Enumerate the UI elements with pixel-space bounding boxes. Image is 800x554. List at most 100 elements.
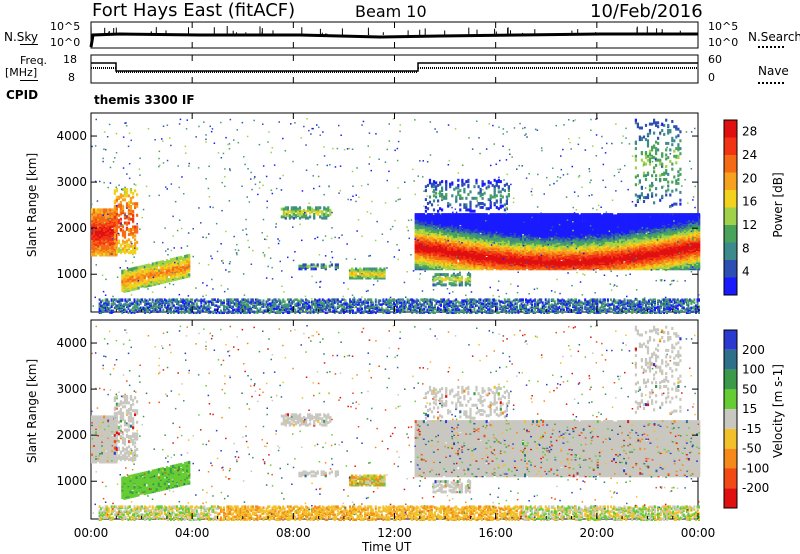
power-cell [554, 253, 556, 256]
power-cell [327, 209, 329, 212]
power-cell [421, 256, 423, 259]
power-cell [367, 268, 369, 271]
power-cell [504, 213, 506, 216]
power-cell [150, 276, 152, 279]
power-cell [124, 193, 126, 196]
power-cell [329, 209, 331, 212]
power-cell [319, 210, 321, 213]
power-cell [514, 242, 516, 245]
power-cell [520, 213, 522, 216]
power-cell [114, 189, 116, 192]
power-cell [565, 256, 567, 259]
power-cell [132, 232, 134, 235]
power-cell [524, 235, 526, 238]
power-cell [451, 213, 453, 216]
power-cell [129, 279, 131, 282]
power-cell [558, 216, 560, 219]
power-cell [124, 191, 126, 194]
power-cell [101, 229, 103, 232]
power-cell [172, 258, 174, 261]
power-cell [299, 217, 301, 220]
power-cell [494, 262, 496, 265]
power-cell [103, 252, 105, 255]
power-cell [482, 216, 484, 219]
power-cell [97, 234, 99, 237]
power-cell [415, 213, 417, 216]
power-cell [118, 250, 120, 253]
power-cell [321, 210, 323, 213]
power-cell [134, 279, 136, 282]
power-cell [113, 252, 115, 255]
power-cell [130, 245, 132, 248]
power-cell [319, 215, 321, 218]
power-cell [180, 269, 182, 272]
power-cell [118, 204, 120, 207]
power-cell [118, 219, 120, 222]
power-cell [327, 214, 329, 217]
power-cell [132, 196, 134, 199]
power-cell [459, 226, 461, 229]
power-cell [589, 261, 591, 264]
power-cell [146, 280, 148, 283]
power-cell [498, 249, 500, 252]
power-cell [490, 234, 492, 237]
power-cell [482, 213, 484, 216]
power-cell [419, 213, 421, 216]
power-cell [176, 272, 178, 275]
power-cell [162, 273, 164, 276]
power-cell [583, 213, 585, 216]
power-cell [97, 225, 99, 228]
power-cell [431, 224, 433, 227]
power-cell [154, 262, 156, 265]
power-cell [498, 213, 500, 216]
power-cell [305, 214, 307, 217]
power-cell [520, 217, 522, 220]
power-cell [126, 205, 128, 208]
power-cell [121, 287, 123, 290]
power-cell [447, 248, 449, 251]
power-cell [138, 266, 140, 269]
power-cell [506, 244, 508, 247]
power-cell [421, 230, 423, 233]
power-cell [164, 261, 166, 264]
power-cell [140, 265, 142, 268]
power-cell [162, 277, 164, 280]
power-cell [136, 279, 138, 282]
power-cell [313, 213, 315, 216]
power-cell [415, 220, 417, 223]
power-cell [381, 269, 383, 272]
power-cell [303, 215, 305, 218]
power-cell [122, 229, 124, 232]
power-cell [437, 254, 439, 257]
power-cell [111, 208, 113, 211]
power-cell [158, 281, 160, 284]
power-cell [97, 230, 99, 233]
power-cell [449, 243, 451, 246]
power-cell [142, 265, 144, 268]
power-cell [435, 213, 437, 216]
power-cell [170, 258, 172, 261]
power-cell [365, 268, 367, 271]
power-cell [581, 256, 583, 259]
power-cell [116, 213, 118, 216]
power-cell [172, 276, 174, 279]
power-cell [538, 245, 540, 248]
power-cell [291, 215, 293, 218]
power-cell [423, 218, 425, 221]
power-cell [132, 225, 134, 228]
power-cell [488, 214, 490, 217]
power-cell [130, 250, 132, 253]
power-cell [475, 213, 477, 216]
power-cell [429, 267, 431, 270]
power-cell [297, 210, 299, 213]
power-cell [164, 271, 166, 274]
power-cell [469, 254, 471, 257]
power-cell [516, 254, 518, 257]
power-cell [554, 258, 556, 261]
power-cell [510, 245, 512, 248]
power-cell [317, 206, 319, 209]
power-cell [530, 220, 532, 223]
power-cell [182, 268, 184, 271]
power-cell [478, 254, 480, 257]
